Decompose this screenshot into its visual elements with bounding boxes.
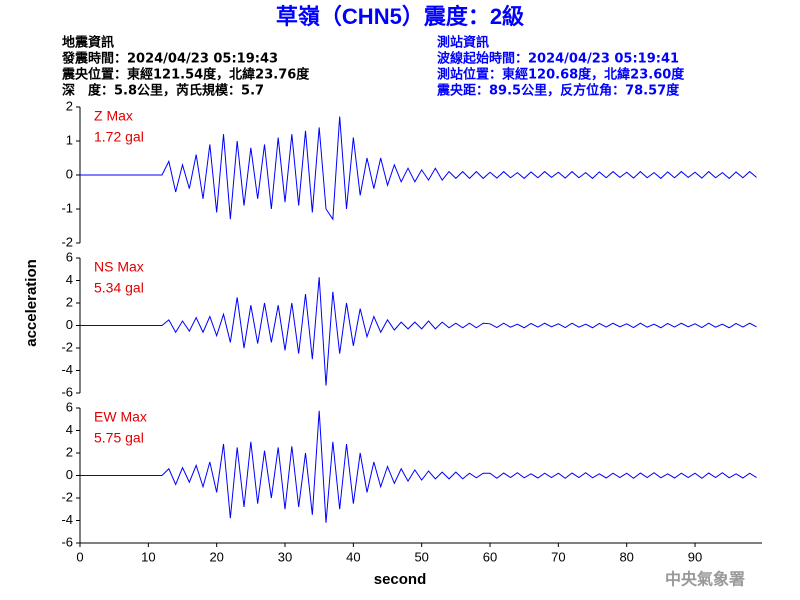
y-tick-label: 2 [66,294,73,309]
x-tick-label: 10 [141,549,155,564]
y-tick-label: 1 [66,132,73,147]
y-tick-label: 6 [66,399,73,414]
y-tick-label: -2 [61,489,73,504]
info-text: 深 度：5.8公里，芮氏規模：5.7 [62,83,264,99]
x-tick-label: 90 [688,549,702,564]
y-tick-label: 6 [66,249,73,264]
x-tick-label: 60 [483,549,497,564]
y-tick-label: -2 [61,339,73,354]
y-tick-label: 0 [66,317,73,332]
x-tick-label: 50 [414,549,428,564]
x-tick-label: 70 [551,549,565,564]
y-tick-label: -6 [61,384,73,399]
y-tick-label: -1 [61,200,73,215]
annotation: NS Max [94,259,144,275]
y-tick-label: 2 [66,444,73,459]
y-tick-label: 2 [66,98,73,113]
x-tick-label: 80 [619,549,633,564]
annotation: Z Max [94,108,133,124]
waveform [80,277,757,386]
x-axis-title: second [374,571,427,588]
y-tick-label: -4 [61,512,73,527]
annotation: 1.72 gal [94,129,144,145]
annotation: EW Max [94,409,147,425]
waveform [80,116,757,221]
x-tick-label: 0 [76,549,83,564]
footer: 中央氣象署 [665,570,745,589]
station-text: 波線起始時間：2024/04/23 05:19:41 [437,51,679,67]
y-tick-label: 4 [66,422,73,437]
info-text: 震央位置：東經121.54度，北緯23.76度 [61,67,310,83]
x-tick-label: 20 [209,549,223,564]
station-text: 震央距：89.5公里，反方位角：78.57度 [436,83,680,99]
waveform [80,410,757,523]
x-tick-label: 40 [346,549,360,564]
y-tick-label: 4 [66,272,73,287]
annotation: 5.75 gal [94,430,144,446]
chart-title: 草嶺（CHN5）震度：2級 [276,4,524,29]
y-tick-label: -6 [61,534,73,549]
info-text: 發震時間：2024/04/23 05:19:43 [61,51,278,67]
station-text: 測站資訊 [437,35,489,51]
x-tick-label: 30 [278,549,292,564]
info-text: 地震資訊 [62,35,114,51]
y-tick-label: -4 [61,362,73,377]
y-tick-label: 0 [66,166,73,181]
y-tick-label: -2 [61,234,73,249]
annotation: 5.34 gal [94,280,144,296]
y-tick-label: 0 [66,467,73,482]
y-axis-title: acceleration [23,259,40,347]
station-text: 測站位置：東經120.68度，北緯23.60度 [437,67,685,83]
